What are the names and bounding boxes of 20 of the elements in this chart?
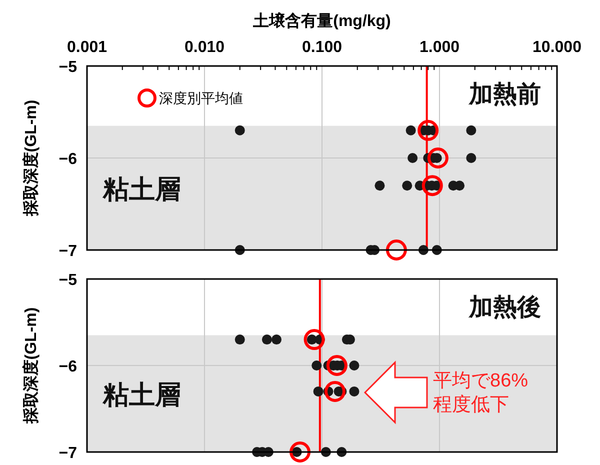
y-tick-label: −7 xyxy=(58,243,78,260)
y-tick-label: −7 xyxy=(58,445,78,462)
y-tick-label: −6 xyxy=(58,151,78,168)
x-tick-label: 0.001 xyxy=(66,39,108,56)
x-tick-label: 0.100 xyxy=(302,39,342,56)
y-tick-label: −5 xyxy=(58,272,78,289)
y-axis-title: 採取深度(GL-m) xyxy=(21,307,40,425)
band-label: 粘土層 xyxy=(102,380,181,410)
x-axis-title: 土壌含有量(mg/kg) xyxy=(252,11,391,30)
y-tick-label: −5 xyxy=(58,59,78,76)
x-tick-label: 0.010 xyxy=(184,39,225,56)
annotation: 平均で86% 程度低下 xyxy=(433,370,528,416)
y-axis-title: 採取深度(GL-m) xyxy=(21,100,40,218)
legend-label: 深度別平均値 xyxy=(159,90,243,106)
y-tick-label: −6 xyxy=(58,358,78,376)
x-tick-label: 10.000 xyxy=(532,39,582,56)
x-tick-label: 1.000 xyxy=(419,39,460,56)
text: 加熱前 xyxy=(468,81,541,108)
text: 加熱後 xyxy=(468,294,541,321)
band-label: 粘土層 xyxy=(102,174,181,204)
